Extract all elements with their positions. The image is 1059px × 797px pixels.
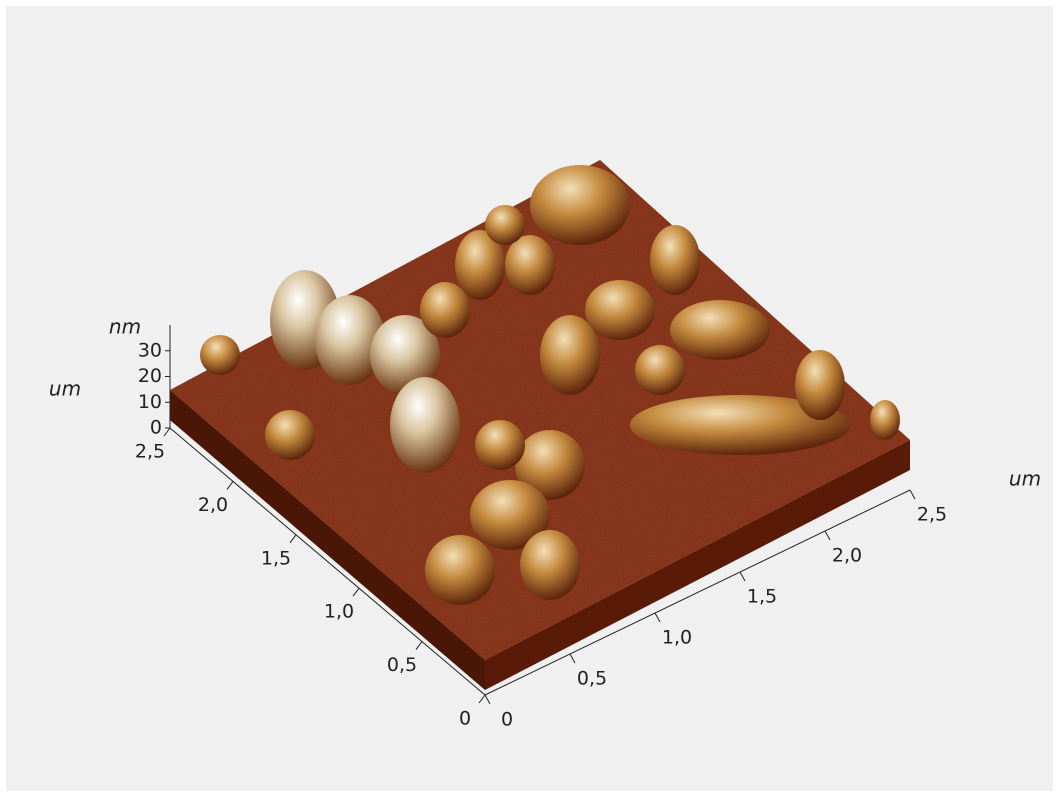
x-tick-label: 1,0 <box>662 627 692 649</box>
z-axis-label: nm <box>109 315 141 339</box>
y-tick <box>289 534 297 544</box>
y-tick-label: 2,5 <box>135 441 165 463</box>
y-tick-label: 2,0 <box>198 494 228 516</box>
z-tick-label: 10 <box>138 391 162 413</box>
y-axis <box>169 427 486 696</box>
x-axis <box>484 489 911 696</box>
x-tick-label: 0 <box>501 709 513 731</box>
y-tick <box>226 481 234 490</box>
x-tick <box>909 489 916 500</box>
y-tick <box>163 427 171 437</box>
y-tick <box>415 641 423 650</box>
x-tick <box>824 530 831 541</box>
surface <box>170 160 910 690</box>
x-axis-label: um <box>1009 467 1041 491</box>
x-tick-label: 0,5 <box>577 668 607 690</box>
y-tick-label: 1,5 <box>261 547 291 569</box>
y-tick-label: 0 <box>459 708 471 730</box>
z-tick-label: 30 <box>138 339 162 361</box>
x-tick-label: 2,5 <box>917 504 947 526</box>
x-tick <box>654 612 661 623</box>
y-tick <box>352 587 360 597</box>
x-tick-label: 1,5 <box>747 586 777 608</box>
y-axis-label: um <box>49 377 81 401</box>
x-tick-label: 2,0 <box>832 545 862 567</box>
y-tick <box>478 694 486 704</box>
x-tick <box>739 571 746 582</box>
x-tick <box>484 694 491 705</box>
z-tick-label: 20 <box>138 365 162 387</box>
y-tick-label: 0,5 <box>387 654 417 676</box>
z-tick-label: 0 <box>150 417 162 439</box>
x-tick <box>569 653 576 664</box>
y-tick-label: 1,0 <box>324 601 354 623</box>
